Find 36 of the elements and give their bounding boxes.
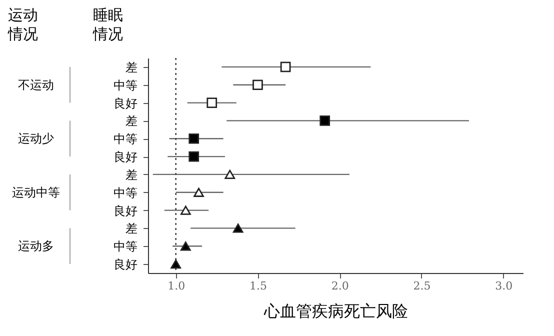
y-tick-label: 中等 [114, 78, 138, 92]
legend-title: 运动情况 [7, 6, 38, 43]
y-tick-label: 差 [126, 114, 138, 128]
point [224, 170, 236, 180]
y-tick-label: 中等 [114, 132, 138, 146]
y-tick-label: 良好 [114, 258, 138, 272]
y-tick-label: 差 [126, 222, 138, 236]
point [232, 224, 244, 233]
point [206, 98, 218, 108]
x-tick-label: 1.5 [249, 280, 267, 292]
text: 运动多 [18, 239, 54, 254]
point [188, 151, 200, 162]
y-tick-label: 中等 [114, 240, 138, 254]
text: 运动中等 [12, 185, 60, 200]
point [188, 133, 200, 144]
y-tick-label: 良好 [114, 204, 138, 218]
point [170, 259, 182, 269]
x-tick-label: 2.5 [413, 280, 431, 292]
y-tick-label: 良好 [114, 96, 138, 110]
y-axis-title: 睡眠情况 [92, 6, 123, 43]
text: 不运动 [18, 78, 54, 92]
point [252, 80, 263, 90]
point [180, 242, 191, 251]
x-tick-label: 3.0 [495, 280, 513, 292]
point [194, 188, 204, 197]
y-tick-label: 中等 [114, 186, 138, 200]
point [280, 62, 291, 72]
y-tick-label: 差 [126, 168, 138, 182]
point [180, 206, 191, 215]
y-tick-label: 良好 [114, 150, 138, 164]
x-tick-label: 2.0 [331, 280, 349, 292]
point [320, 116, 330, 126]
text: 运动少 [18, 132, 54, 146]
x-axis-title: 心血管疾病死亡风险 [263, 302, 408, 320]
y-tick-label: 差 [126, 60, 138, 74]
x-tick-label: 1.0 [168, 280, 186, 292]
